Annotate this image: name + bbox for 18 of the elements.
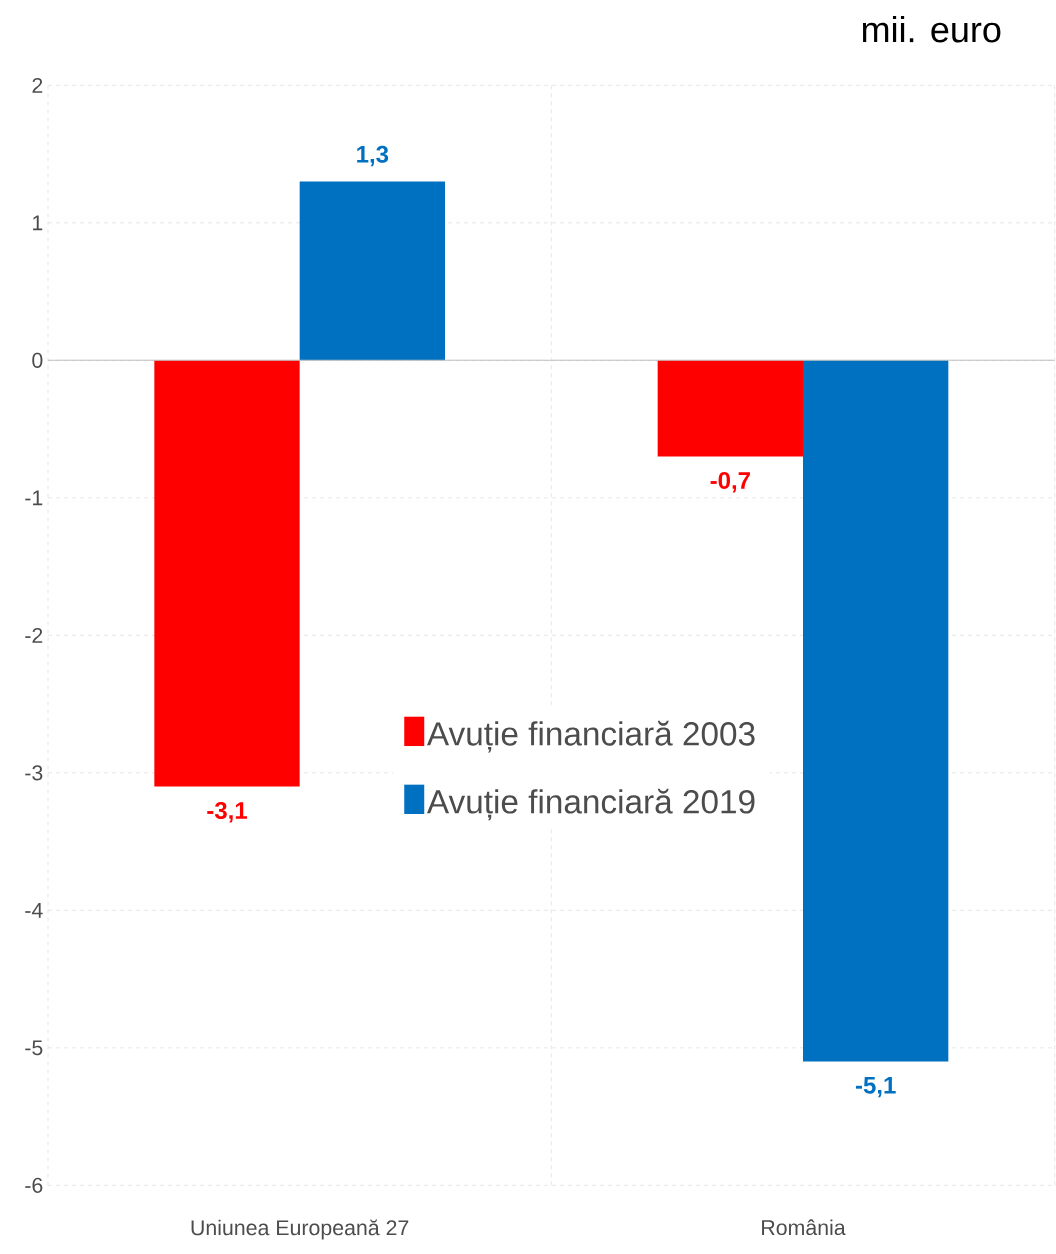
x-tick-label: Uniunea Europeană 27 [191,1219,409,1240]
y-tick-label: -1 [25,490,43,506]
y-tick-label: -5 [25,1040,43,1056]
data-label: -5,1 [855,1076,896,1098]
data-label: -3,1 [207,801,248,823]
y-tick-label: -2 [25,627,43,643]
x-tick-label: România [762,1219,846,1236]
data-label: 1,3 [357,145,389,167]
chart-title: mii. euro [862,16,1001,43]
y-tick-label: -4 [25,902,43,918]
legend-label: Avuție financiară 2019 [426,788,755,821]
legend-label: Avuție financiară 2003 [426,720,755,753]
y-tick-label: 2 [32,77,43,93]
y-tick-label: 1 [33,215,43,231]
y-tick-label: -3 [25,765,43,781]
y-tick-label: -6 [25,1177,43,1193]
data-label: -0,7 [710,471,750,493]
y-tick-label: 0 [32,352,43,368]
